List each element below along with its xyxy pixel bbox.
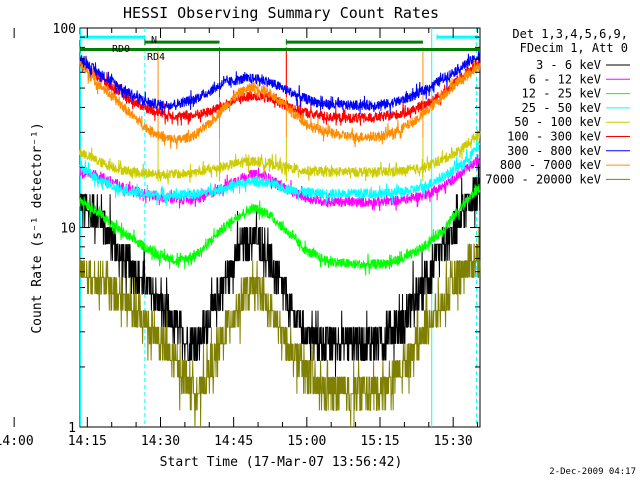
- series-line-4: [79, 129, 481, 185]
- legend-label-8: 7000 - 20000 keV: [485, 172, 601, 186]
- x-tick-label-3: 14:45: [214, 434, 253, 449]
- x-tick-label-1: 14:15: [68, 434, 107, 449]
- legend-label-4: 50 - 100 keV: [514, 115, 601, 129]
- legend-header-2: FDecim 1, Att 0: [520, 41, 628, 55]
- y-tick-label-2: 100: [53, 22, 76, 37]
- legend-label-5: 100 - 300 keV: [507, 130, 601, 144]
- series-lines: [79, 47, 481, 428]
- annotation-n: N: [151, 35, 157, 46]
- state-bars: [79, 34, 480, 53]
- x-tick-label-0: 14:00: [0, 434, 34, 449]
- y-tick-label-1: 10: [60, 222, 76, 237]
- series-line-8: [79, 227, 481, 428]
- x-tick-label-2: 14:30: [141, 434, 180, 449]
- series-line-7: [79, 59, 481, 150]
- y-tick-label-0: 1: [68, 421, 76, 436]
- series-line-2: [79, 184, 481, 276]
- series-line-0: [80, 160, 481, 378]
- legend-label-0: 3 - 6 keV: [536, 58, 601, 72]
- legend-label-7: 800 - 7000 keV: [500, 158, 601, 172]
- legend-label-6: 300 - 800 keV: [507, 144, 601, 158]
- y-axis-label: Count Rate (s⁻¹ detector⁻¹): [30, 122, 45, 333]
- legend-label-3: 25 - 50 keV: [522, 101, 601, 115]
- x-tick-label-5: 15:15: [360, 434, 399, 449]
- series-line-3: [79, 141, 481, 207]
- timestamp: 2-Dec-2009 04:17: [549, 467, 636, 477]
- legend-label-2: 12 - 25 keV: [522, 87, 601, 101]
- x-axis-label: Start Time (17-Mar-07 13:56:42): [160, 455, 403, 470]
- x-tick-label-6: 15:30: [434, 434, 473, 449]
- legend-label-1: 6 - 12 keV: [529, 72, 601, 86]
- chart-title: HESSI Observing Summary Count Rates: [123, 4, 439, 22]
- series-line-6: [79, 47, 481, 115]
- x-tick-label-4: 15:00: [287, 434, 326, 449]
- legend-header-1: Det 1,3,4,5,6,9,: [512, 27, 628, 41]
- axis-ticks: 14:00 14:15 14:30 14:45 15:00 15:15 15:30 1 10 10…: [0, 22, 480, 449]
- annotation-rd0: RD0: [112, 44, 130, 55]
- annotation-rd4: RD4: [147, 52, 165, 63]
